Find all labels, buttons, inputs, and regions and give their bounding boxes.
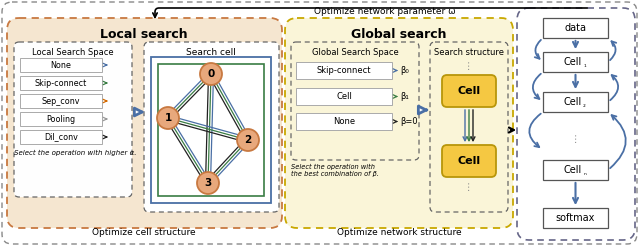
Circle shape	[197, 172, 219, 194]
Text: Global Search Space: Global Search Space	[312, 48, 398, 57]
Text: softmax: softmax	[556, 213, 595, 223]
Text: Cell: Cell	[458, 86, 481, 96]
Text: β=0: β=0	[400, 117, 418, 126]
Text: Local search: Local search	[100, 28, 188, 41]
Text: Dil_conv: Dil_conv	[44, 132, 78, 142]
Text: Skip-connect: Skip-connect	[35, 79, 87, 87]
Text: Search cell: Search cell	[186, 48, 236, 57]
Text: Cell: Cell	[336, 92, 352, 101]
Text: Cell: Cell	[563, 165, 582, 175]
Circle shape	[200, 63, 222, 85]
FancyBboxPatch shape	[7, 18, 282, 228]
Text: 1: 1	[164, 113, 172, 123]
Bar	[20, 76, 102, 90]
Text: 0: 0	[207, 69, 214, 79]
Text: Select the operation with higher α.: Select the operation with higher α.	[14, 150, 136, 156]
Bar	[543, 52, 608, 72]
Bar	[20, 94, 102, 108]
Text: ⋯: ⋯	[464, 180, 474, 190]
Bar	[543, 160, 608, 180]
Text: Cell: Cell	[563, 57, 582, 67]
Bar	[543, 208, 608, 228]
Text: ⋯: ⋯	[570, 132, 580, 142]
Bar	[296, 88, 392, 105]
Text: Pooling: Pooling	[47, 115, 76, 124]
Bar	[158, 64, 264, 196]
FancyBboxPatch shape	[2, 2, 637, 244]
Text: Global search: Global search	[351, 28, 447, 41]
Text: ₂: ₂	[583, 102, 586, 108]
Bar	[20, 112, 102, 126]
Circle shape	[237, 129, 259, 151]
Text: data: data	[564, 23, 586, 33]
Text: Local Search Space: Local Search Space	[32, 48, 114, 57]
Text: Sep_conv: Sep_conv	[42, 97, 80, 105]
Text: Optimize network structure: Optimize network structure	[337, 228, 461, 237]
Bar	[20, 58, 102, 72]
Text: Optimize network parameter ω: Optimize network parameter ω	[314, 7, 456, 16]
Text: ₁: ₁	[583, 62, 586, 68]
Text: Cell: Cell	[563, 97, 582, 107]
FancyBboxPatch shape	[442, 75, 496, 107]
Bar	[151, 57, 271, 203]
Text: 2: 2	[244, 135, 252, 145]
Text: 3: 3	[204, 178, 212, 188]
Bar	[543, 18, 608, 38]
FancyBboxPatch shape	[14, 42, 132, 197]
Text: Search structure: Search structure	[434, 48, 504, 57]
Text: None: None	[51, 61, 72, 69]
FancyBboxPatch shape	[517, 8, 635, 240]
Bar	[543, 92, 608, 112]
Text: Select the operation with
the best combination of β.: Select the operation with the best combi…	[291, 164, 379, 177]
FancyBboxPatch shape	[144, 42, 279, 212]
Text: None: None	[333, 117, 355, 126]
Text: β₁: β₁	[400, 92, 409, 101]
Text: ₙ: ₙ	[583, 170, 586, 176]
Text: β₀: β₀	[400, 66, 409, 75]
Text: Cell: Cell	[458, 156, 481, 166]
Text: ⋯: ⋯	[464, 59, 474, 69]
FancyBboxPatch shape	[285, 18, 513, 228]
Bar	[296, 113, 392, 130]
Bar	[296, 62, 392, 79]
FancyBboxPatch shape	[442, 145, 496, 177]
Text: Skip-connect: Skip-connect	[317, 66, 371, 75]
Bar	[20, 130, 102, 144]
Circle shape	[157, 107, 179, 129]
Text: Optimize cell structure: Optimize cell structure	[92, 228, 196, 237]
